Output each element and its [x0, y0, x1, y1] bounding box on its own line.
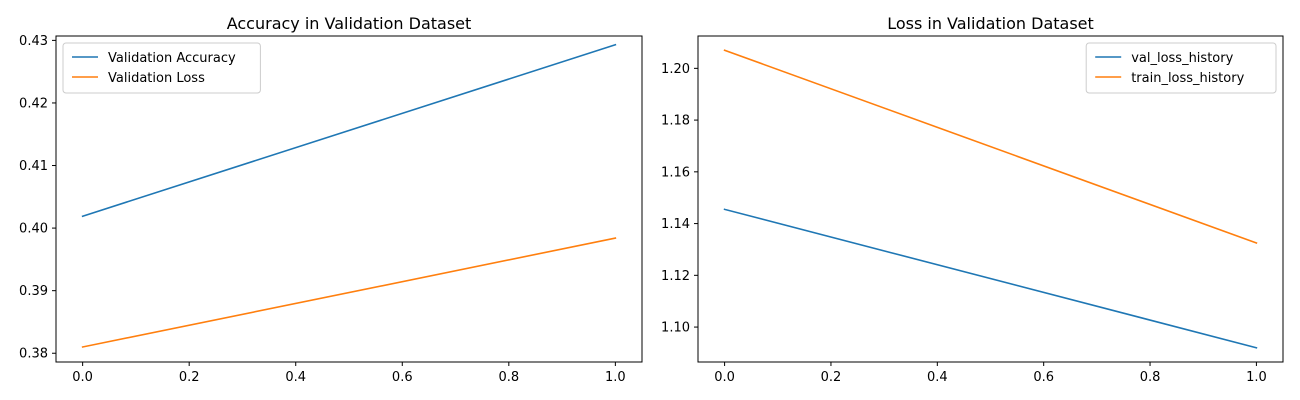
series-line-val-loss-history [723, 208, 1258, 349]
y-tick-label: 1.10 [661, 321, 690, 336]
y-tick-label: 1.18 [661, 114, 690, 129]
y-tick-label: 1.16 [661, 165, 690, 180]
legend: Validation Accuracy Validation Loss [62, 42, 261, 94]
y-tick-label: 1.14 [661, 217, 690, 232]
x-tick-label: 0.8 [498, 370, 519, 385]
x-tick-label: 0.0 [72, 370, 93, 385]
legend: val_loss_history train_loss_history [1085, 42, 1277, 94]
series-line-validation-accuracy [81, 43, 617, 218]
legend-label: val_loss_history [1131, 51, 1233, 66]
legend-box [62, 42, 261, 94]
y-tick-label: 1.20 [661, 62, 690, 77]
chart-title: Loss in Validation Dataset [887, 14, 1094, 33]
y-tick-label: 0.39 [19, 284, 48, 299]
y-tick-label: 0.40 [19, 222, 48, 237]
x-tick-label: 0.8 [1140, 370, 1161, 385]
y-tick-label: 0.41 [19, 159, 48, 174]
chart-title: Accuracy in Validation Dataset [227, 14, 472, 33]
series-line-train-loss-history [723, 49, 1258, 245]
y-tick-label: 0.38 [19, 347, 48, 362]
legend-box [1085, 42, 1277, 94]
legend-label: Validation Accuracy [108, 51, 236, 66]
x-tick-label: 0.2 [179, 370, 200, 385]
series-line-validation-loss [81, 237, 617, 348]
x-tick-label: 0.6 [392, 370, 413, 385]
axes-frame [697, 35, 1284, 363]
axes-frame [55, 35, 643, 363]
x-tick-label: 0.0 [714, 370, 735, 385]
x-tick-label: 0.4 [927, 370, 948, 385]
x-tick-label: 1.0 [605, 370, 626, 385]
legend-label: Validation Loss [108, 71, 205, 86]
x-tick-label: 0.6 [1033, 370, 1054, 385]
legend-label: train_loss_history [1131, 71, 1244, 86]
chart-loss: Loss in Validation Dataset 0.0 0.2 0.4 0.6 0.… [661, 14, 1284, 385]
y-tick-label: 0.42 [19, 96, 48, 111]
x-tick-label: 0.4 [285, 370, 306, 385]
x-tick-label: 1.0 [1246, 370, 1267, 385]
y-tick-label: 1.12 [661, 269, 690, 284]
y-tick-label: 0.43 [19, 34, 48, 49]
x-tick-label: 0.2 [821, 370, 842, 385]
